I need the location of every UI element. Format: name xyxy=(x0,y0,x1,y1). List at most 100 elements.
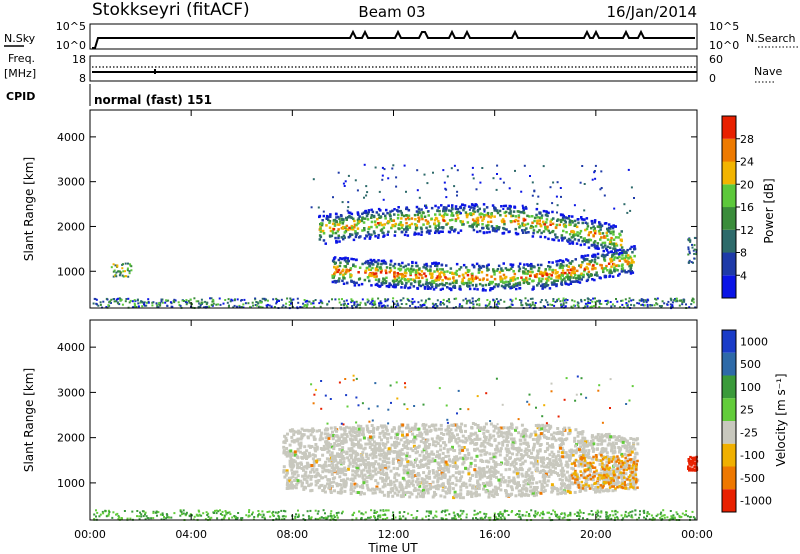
data-cell xyxy=(425,226,428,230)
data-cell xyxy=(507,514,510,516)
data-cell xyxy=(404,491,408,495)
data-cell xyxy=(314,509,317,512)
data-cell xyxy=(534,512,537,515)
data-cell xyxy=(509,210,512,213)
data-cell xyxy=(458,472,461,476)
data-cell xyxy=(462,446,466,449)
data-cell xyxy=(568,474,572,478)
data-cell xyxy=(468,269,471,272)
data-cell xyxy=(367,262,370,265)
data-cell xyxy=(545,211,549,214)
data-cell xyxy=(660,515,663,518)
data-cell xyxy=(345,299,348,302)
data-cell xyxy=(367,466,371,470)
data-cell xyxy=(342,237,345,241)
data-cell xyxy=(371,487,375,491)
data-cell xyxy=(418,218,421,221)
data-cell xyxy=(539,224,543,228)
data-cell xyxy=(383,513,386,516)
data-cell xyxy=(537,438,541,442)
data-cell xyxy=(625,255,628,259)
data-cell xyxy=(400,281,403,284)
data-cell xyxy=(561,274,564,277)
data-cell xyxy=(166,514,169,516)
data-cell xyxy=(324,512,326,515)
data-cell xyxy=(634,509,637,512)
data-cell xyxy=(405,271,408,275)
data-cell xyxy=(519,224,522,228)
data-cell xyxy=(400,430,404,434)
data-cell xyxy=(571,260,574,263)
data-cell xyxy=(487,438,491,442)
data-cell xyxy=(474,473,478,477)
data-cell xyxy=(446,175,449,178)
data-cell xyxy=(468,299,471,302)
data-cell xyxy=(432,288,436,291)
data-cell xyxy=(446,222,450,225)
data-cell xyxy=(584,302,587,305)
data-cell xyxy=(155,302,158,305)
data-cell xyxy=(489,280,492,284)
data-cell xyxy=(610,243,614,246)
data-cell xyxy=(595,511,597,514)
data-cell xyxy=(465,302,468,305)
data-cell xyxy=(602,267,606,270)
data-cell xyxy=(573,439,577,443)
data-cell xyxy=(533,265,536,269)
data-cell xyxy=(387,285,390,288)
data-cell xyxy=(461,470,465,474)
data-cell xyxy=(429,287,432,290)
data-cell xyxy=(421,479,425,483)
data-cell xyxy=(486,226,489,230)
data-cell xyxy=(354,235,358,239)
data-cell xyxy=(501,512,504,515)
data-cell xyxy=(272,510,275,513)
data-cell xyxy=(364,465,368,469)
data-cell xyxy=(316,518,319,521)
data-cell xyxy=(386,516,389,519)
data-cell xyxy=(579,243,583,247)
data-cell xyxy=(529,461,533,465)
freq-unit-label: [MHz] xyxy=(4,67,36,80)
data-cell xyxy=(583,268,587,271)
data-cell xyxy=(336,265,339,268)
data-cell xyxy=(527,264,530,267)
data-cell xyxy=(313,305,316,308)
data-cell xyxy=(478,297,481,300)
data-cell xyxy=(410,282,413,285)
data-cell xyxy=(440,511,443,514)
data-cell xyxy=(617,236,620,239)
data-cell xyxy=(406,490,410,494)
data-cell xyxy=(310,206,313,209)
data-cell xyxy=(575,225,579,229)
data-cell xyxy=(355,281,358,285)
data-cell xyxy=(364,271,367,274)
data-cell xyxy=(577,511,580,514)
data-cell xyxy=(598,221,601,224)
data-cell xyxy=(303,445,307,449)
data-cell xyxy=(479,181,482,184)
data-cell xyxy=(560,305,563,308)
data-cell xyxy=(497,283,500,286)
data-cell xyxy=(347,447,351,451)
data-cell xyxy=(555,283,558,286)
data-cell xyxy=(359,301,362,304)
data-cell xyxy=(547,265,550,268)
data-cell xyxy=(395,278,399,282)
data-cell xyxy=(202,512,205,515)
data-cell xyxy=(403,164,406,167)
data-cell xyxy=(542,305,545,308)
data-cell xyxy=(156,305,159,308)
data-cell xyxy=(511,277,514,281)
data-cell xyxy=(556,181,559,184)
data-cell xyxy=(184,301,187,303)
data-cell xyxy=(648,513,651,516)
data-cell xyxy=(355,258,358,261)
data-cell xyxy=(555,275,559,278)
nsearch-tick-top: 10^5 xyxy=(709,20,739,33)
data-cell xyxy=(345,434,349,438)
data-cell xyxy=(551,462,555,466)
data-cell xyxy=(452,496,456,500)
data-cell xyxy=(459,514,462,517)
data-cell xyxy=(429,510,432,513)
